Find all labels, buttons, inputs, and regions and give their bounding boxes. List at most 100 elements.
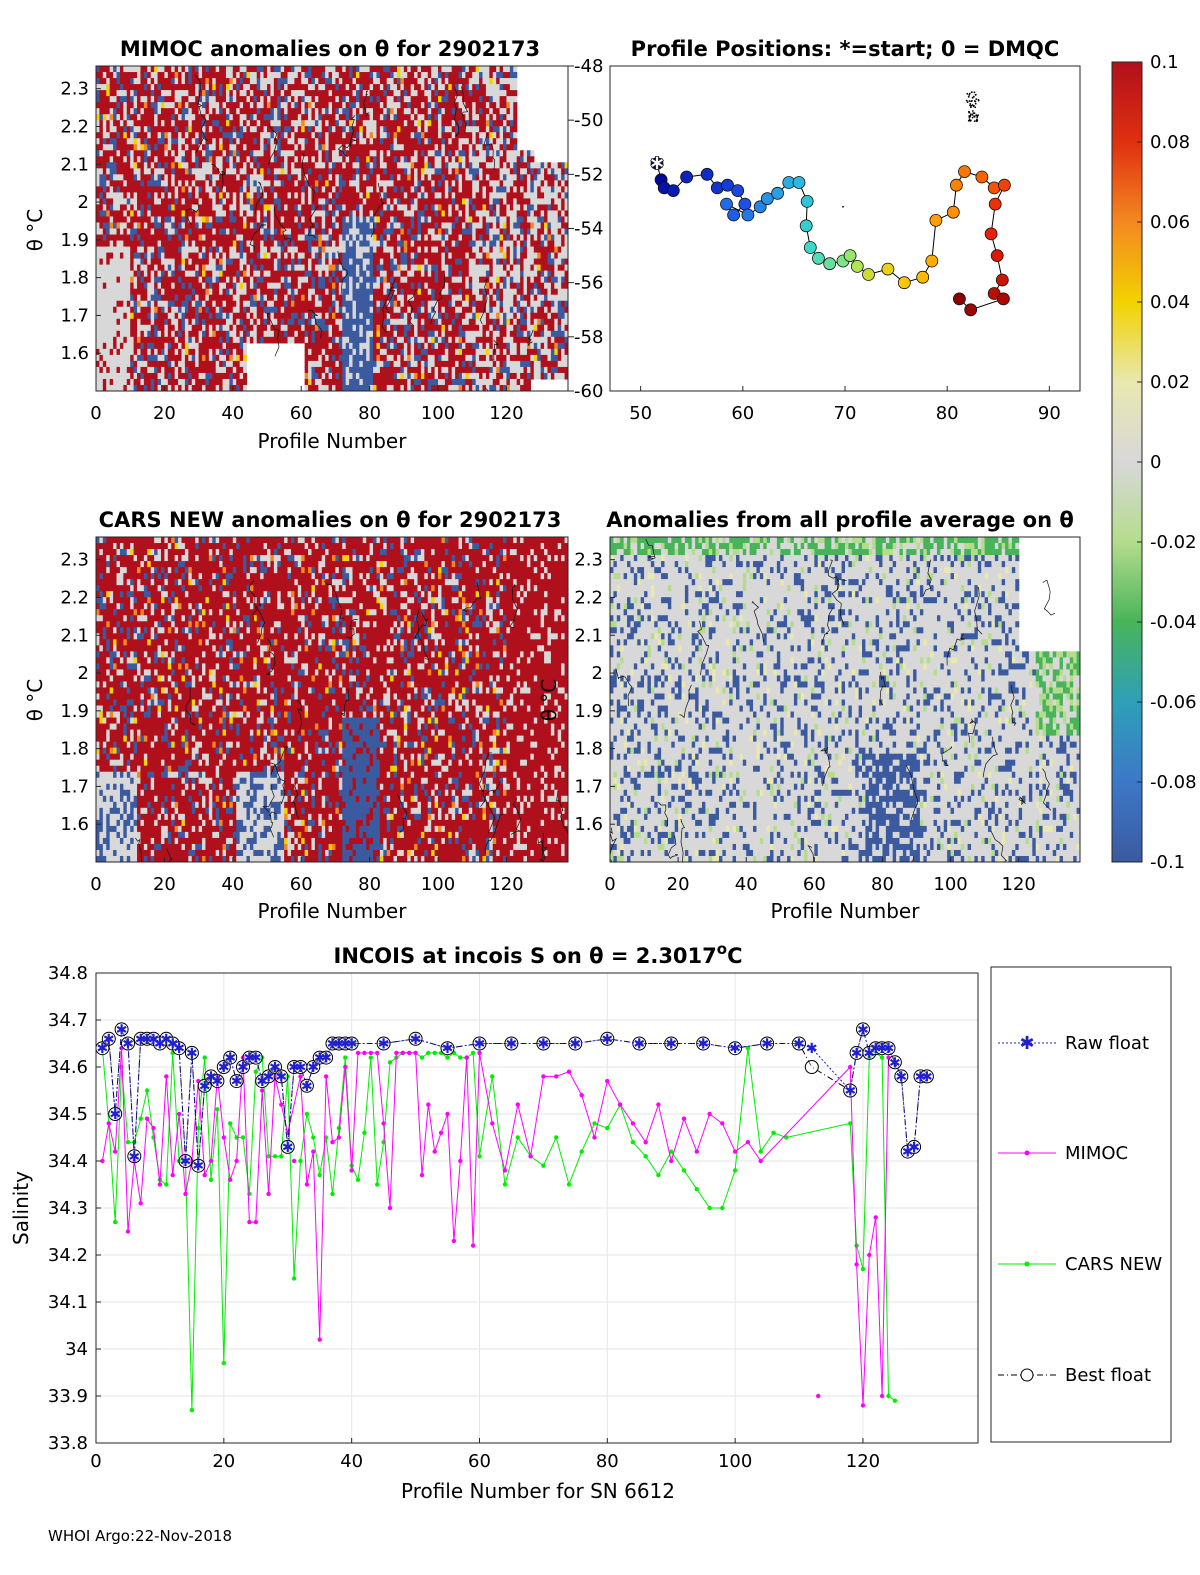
- heat-cell: [191, 282, 196, 290]
- heat-cell: [246, 246, 251, 254]
- heat-cell: [284, 198, 289, 206]
- heat-cell: [270, 318, 275, 326]
- heat-cell: [342, 126, 347, 133]
- heat-cell: [369, 342, 374, 350]
- heat-cell: [290, 228, 295, 236]
- heat-cell: [130, 258, 135, 266]
- heat-cell: [188, 276, 193, 284]
- heat-cell: [400, 132, 405, 139]
- heat-cell: [215, 282, 220, 290]
- heat-cell: [383, 204, 388, 212]
- heat-cell: [133, 120, 138, 127]
- heat-cell: [116, 120, 121, 127]
- heat-cell: [338, 78, 343, 85]
- heat-cell: [311, 162, 316, 169]
- heat-cell: [130, 384, 135, 391]
- heat-cell: [243, 144, 248, 151]
- heat-cell: [338, 336, 343, 344]
- heat-cell: [342, 132, 347, 139]
- heat-cell: [349, 330, 354, 338]
- heat-cell: [198, 222, 203, 230]
- heat-cell: [106, 192, 111, 200]
- heat-cell: [160, 210, 166, 218]
- heat-cell: [362, 348, 367, 356]
- heat-cell: [232, 78, 237, 85]
- heat-cell: [318, 378, 323, 386]
- heat-cell: [171, 174, 176, 181]
- heat-cell: [256, 252, 261, 260]
- heat-cell: [294, 252, 299, 260]
- heat-cell: [345, 330, 350, 338]
- heat-cell: [314, 96, 319, 103]
- heat-cell: [147, 108, 152, 115]
- heat-cell: [287, 96, 292, 103]
- heat-cell: [376, 162, 381, 169]
- heat-cell: [96, 168, 101, 175]
- heat-cell: [102, 204, 107, 212]
- heat-cell: [407, 324, 412, 332]
- heat-cell: [256, 192, 261, 200]
- heat-cell: [403, 168, 408, 175]
- heat-cell: [178, 276, 183, 284]
- heat-cell: [342, 84, 347, 91]
- heat-cell: [393, 246, 398, 254]
- heat-cell: [202, 216, 207, 224]
- heat-cell: [414, 222, 419, 230]
- heat-cell: [369, 348, 374, 356]
- heat-cell: [147, 306, 152, 314]
- heat-cell: [396, 300, 402, 308]
- heat-cell: [400, 72, 405, 79]
- heat-cell: [140, 252, 145, 260]
- heat-cell: [219, 330, 224, 338]
- heat-cell: [352, 246, 357, 254]
- heat-cell: [403, 372, 408, 380]
- heat-cell: [126, 174, 131, 181]
- heat-cell: [410, 300, 415, 308]
- heat-cell: [253, 138, 258, 145]
- heat-cell: [335, 270, 340, 278]
- heat-cell: [400, 240, 405, 248]
- heat-cell: [222, 312, 227, 320]
- heat-cell: [239, 138, 244, 145]
- heat-cell: [352, 138, 357, 145]
- heat-cell: [157, 72, 162, 79]
- heat-cell: [184, 318, 189, 326]
- heat-cell: [202, 150, 207, 157]
- heat-cell: [400, 90, 405, 97]
- heat-cell: [332, 288, 337, 296]
- heat-cell: [167, 336, 172, 344]
- heat-cell: [212, 282, 217, 290]
- heat-cell: [249, 114, 254, 121]
- heat-cell: [386, 246, 391, 254]
- heat-cell: [383, 102, 388, 109]
- heat-cell: [116, 258, 121, 266]
- heat-cell: [167, 384, 172, 391]
- heat-cell: [171, 144, 176, 151]
- heat-cell: [304, 192, 309, 200]
- heat-cell: [314, 174, 319, 181]
- heat-cell: [96, 222, 101, 230]
- heat-cell: [243, 150, 248, 157]
- heat-cell: [386, 66, 391, 73]
- heat-cell: [99, 264, 104, 272]
- heat-cell: [321, 234, 326, 242]
- heat-cell: [198, 180, 203, 187]
- heat-cell: [137, 192, 142, 200]
- heat-cell: [229, 342, 234, 350]
- heat-cell: [417, 198, 422, 206]
- heat-cell: [236, 66, 241, 73]
- heat-cell: [181, 294, 186, 302]
- heat-cell: [342, 342, 347, 350]
- heat-cell: [403, 96, 408, 103]
- heat-cell: [99, 186, 104, 193]
- heat-cell: [273, 162, 278, 169]
- heat-cell: [400, 258, 405, 266]
- heat-cell: [407, 120, 412, 127]
- heat-cell: [414, 102, 419, 109]
- heat-cell: [263, 180, 268, 187]
- heat-cell: [314, 312, 319, 320]
- heat-cell: [123, 252, 128, 260]
- heat-cell: [280, 138, 285, 145]
- heat-cell: [137, 96, 142, 103]
- heat-cell: [403, 114, 408, 121]
